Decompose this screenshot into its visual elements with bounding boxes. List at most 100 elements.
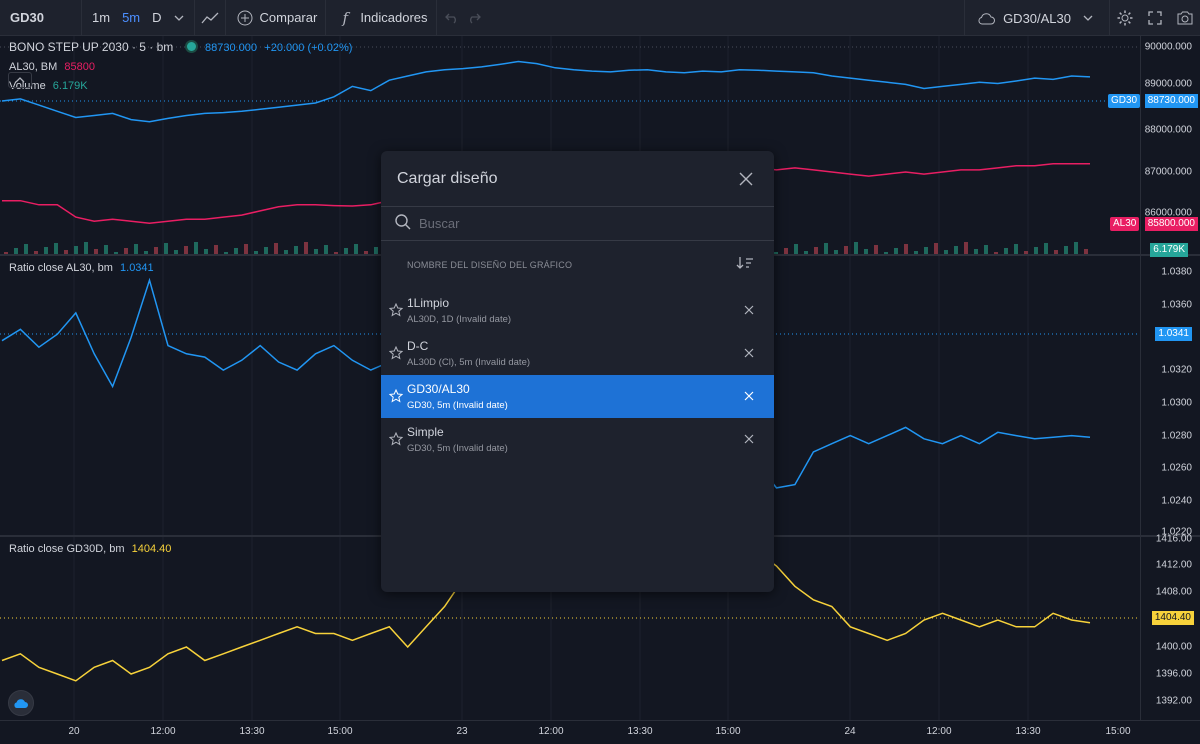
volume-bar [1014,244,1018,254]
line-chart-icon [199,7,221,29]
volume-bar [104,245,108,254]
time-label-7: 15:00 [715,726,741,737]
time-label-6: 13:30 [627,726,653,737]
al30-legend: AL30, BM 85800 [9,61,95,73]
volume-bar [844,246,848,254]
volume-bar [1074,242,1078,254]
volume-bar [164,243,168,254]
star-icon[interactable] [388,388,404,403]
chart-area[interactable]: BONO STEP UP 2030 · 5 · bm 88730.000 +20… [0,36,1140,720]
delete-layout-button[interactable] [744,347,756,359]
delete-layout-button[interactable] [744,433,756,445]
layout-item-simple[interactable]: Simple GD30, 5m (Invalid date) [381,418,774,461]
gear-icon[interactable] [1110,7,1140,29]
volume-bar [4,252,8,254]
collapse-legend-button[interactable] [8,72,32,88]
volume-bar [1024,251,1028,254]
al30-legend-value: 85800 [64,61,95,73]
volume-bar [154,247,158,254]
time-label-1: 12:00 [150,726,176,737]
gd30-line [1,60,1091,123]
volume-bar [964,242,968,254]
layout-selector[interactable]: GD30/AL30 [964,0,1110,36]
symbol-label: GD30 [10,10,44,25]
undo-redo-group [437,0,489,36]
sort-button[interactable] [736,255,756,275]
volume-bar [314,249,318,254]
volume-bar [834,250,838,254]
volume-bar [194,242,198,254]
interval-5m[interactable]: 5m [122,10,141,25]
ratio1-value: 1.0341 [120,262,154,274]
volume-bar [774,252,778,254]
time-axis[interactable]: 20 12:00 13:30 15:00 23 12:00 13:30 15:0… [0,720,1200,744]
volume-bar [814,247,818,254]
star-icon[interactable] [388,345,404,360]
al30-legend-label: AL30, BM [9,61,58,73]
chevron-down-icon[interactable] [168,7,190,29]
volume-bar [304,242,308,254]
star-icon[interactable] [388,302,404,317]
delete-layout-button[interactable] [744,304,756,316]
volume-bar [244,244,248,254]
compare-button[interactable]: Comparar [226,0,327,36]
layout-item-gd30-al30[interactable]: GD30/AL30 GD30, 5m (Invalid date) [381,375,774,418]
indicators-button[interactable]: f Indicadores [326,0,437,36]
volume-bar [864,249,868,254]
symbol-search-button[interactable]: GD30 [0,0,82,36]
volume-bar [34,251,38,254]
volume-bar [224,252,228,254]
volume-bar [924,247,928,254]
volume-bar [324,245,328,254]
layout-item-d-c[interactable]: D-C AL30D (Cl), 5m (Invalid date) [381,332,774,375]
interval-1m[interactable]: 1m [92,10,111,25]
volume-bar [214,245,218,254]
volume-bar [1034,247,1038,254]
volume-bar [874,245,878,254]
volume-bar [114,252,118,254]
layout-item-sub: GD30, 5m (Invalid date) [407,443,508,454]
plus-circle-icon [234,7,256,29]
axis-label-r1-6: 1.0240 [1161,495,1192,507]
delete-layout-button[interactable] [744,390,756,402]
axis-label-r1-7: 1.0220 [1161,526,1192,538]
chevron-up-icon [15,77,25,83]
price-axis[interactable]: 90000.000 89000.000 88000.000 87000.000 … [1140,36,1200,720]
axis-label-main-4: 86000.000 [1144,207,1192,219]
volume-bar [1054,250,1058,254]
time-label-8: 24 [844,726,856,737]
main-title: BONO STEP UP 2030 · 5 · bm [9,40,174,54]
volume-bar [974,249,978,254]
volume-bar [934,243,938,254]
axis-label-r2-0: 1416.00 [1155,533,1192,545]
fullscreen-icon[interactable] [1140,7,1170,29]
search-input[interactable] [419,216,739,231]
chart-type-button[interactable] [195,0,226,36]
volume-legend: Volume 6.179K [9,80,88,92]
interval-d[interactable]: D [152,10,162,25]
camera-icon[interactable] [1170,7,1200,29]
redo-icon[interactable] [463,7,485,29]
al30-price-tag: 85800.000 [1144,217,1198,231]
star-icon[interactable] [388,431,404,446]
layout-item-text: D-C AL30D (Cl), 5m (Invalid date) [407,339,530,368]
volume-bar [334,252,338,254]
time-label-5: 12:00 [538,726,564,737]
time-label-4: 23 [456,726,468,737]
axis-label-r2-1: 1412.00 [1155,559,1192,571]
axis-label-r2-4: 1396.00 [1155,668,1192,680]
axis-label-main-1: 89000.000 [1144,78,1192,90]
volume-bar [784,248,788,254]
undo-icon[interactable] [441,7,463,29]
tradingview-logo[interactable] [8,690,34,716]
interval-group: 1m 5m D [82,0,195,36]
volume-bar [144,251,148,254]
close-button[interactable] [736,169,756,189]
volume-bar [184,246,188,254]
volume-bar [364,251,368,254]
layout-item-1limpio[interactable]: 1Limpio AL30D, 1D (Invalid date) [381,289,774,332]
chevron-down-icon [1077,7,1099,29]
ratio1-title: Ratio close AL30, bm [9,262,113,274]
close-icon [744,348,754,358]
axis-label-r1-2: 1.0320 [1161,364,1192,376]
